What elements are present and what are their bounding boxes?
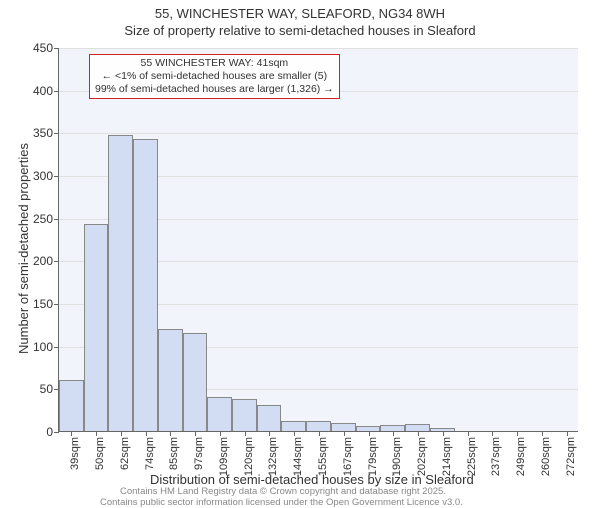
- xtick-mark: [418, 431, 419, 436]
- bar: [108, 135, 133, 431]
- xtick-mark: [294, 431, 295, 436]
- ytick-mark: [54, 347, 59, 348]
- bar: [183, 333, 208, 431]
- ytick-mark: [54, 304, 59, 305]
- chart-title-main: 55, WINCHESTER WAY, SLEAFORD, NG34 8WH: [0, 0, 600, 21]
- xtick-label: 74sqm: [144, 437, 156, 470]
- ytick-mark: [54, 48, 59, 49]
- xtick-label: 272sqm: [565, 437, 577, 476]
- y-axis-label: Number of semi-detached properties: [16, 143, 31, 354]
- xtick-label: 50sqm: [94, 437, 106, 470]
- xtick-mark: [170, 431, 171, 436]
- ytick-label: 300: [33, 169, 53, 183]
- xtick-label: 237sqm: [490, 437, 502, 476]
- xtick-mark: [220, 431, 221, 436]
- bar: [257, 405, 282, 431]
- ytick-mark: [54, 261, 59, 262]
- bar: [133, 139, 158, 431]
- xtick-mark: [542, 431, 543, 436]
- footer-line1: Contains HM Land Registry data © Crown c…: [120, 486, 446, 497]
- chart-title-sub: Size of property relative to semi-detach…: [0, 21, 600, 38]
- xtick-label: 260sqm: [540, 437, 552, 476]
- ytick-mark: [54, 432, 59, 433]
- xtick-mark: [245, 431, 246, 436]
- ytick-label: 150: [33, 297, 53, 311]
- xtick-label: 120sqm: [243, 437, 255, 476]
- xtick-label: 62sqm: [119, 437, 131, 470]
- xtick-mark: [269, 431, 270, 436]
- x-axis-label: Distribution of semi-detached houses by …: [150, 472, 474, 487]
- ytick-label: 350: [33, 126, 53, 140]
- xtick-mark: [195, 431, 196, 436]
- xtick-label: 249sqm: [515, 437, 527, 476]
- annotation-line3: 99% of semi-detached houses are larger (…: [95, 83, 334, 96]
- xtick-mark: [146, 431, 147, 436]
- annotation-box: 55 WINCHESTER WAY: 41sqm ← <1% of semi-d…: [89, 54, 340, 99]
- xtick-mark: [517, 431, 518, 436]
- chart-container: 55, WINCHESTER WAY, SLEAFORD, NG34 8WH S…: [0, 0, 600, 500]
- xtick-mark: [71, 431, 72, 436]
- xtick-label: 132sqm: [267, 437, 279, 476]
- bar: [207, 397, 232, 431]
- annotation-line1: 55 WINCHESTER WAY: 41sqm: [95, 57, 334, 70]
- ytick-mark: [54, 389, 59, 390]
- bars-group: [59, 48, 578, 431]
- xtick-mark: [344, 431, 345, 436]
- ytick-label: 450: [33, 41, 53, 55]
- bar: [59, 380, 84, 431]
- xtick-mark: [393, 431, 394, 436]
- bar: [405, 424, 430, 431]
- xtick-label: 97sqm: [193, 437, 205, 470]
- xtick-label: 179sqm: [367, 437, 379, 476]
- xtick-mark: [121, 431, 122, 436]
- ytick-mark: [54, 91, 59, 92]
- ytick-mark: [54, 133, 59, 134]
- ytick-label: 100: [33, 340, 53, 354]
- bar: [331, 423, 356, 431]
- xtick-mark: [567, 431, 568, 436]
- ytick-label: 200: [33, 254, 53, 268]
- bar: [281, 421, 306, 431]
- xtick-label: 155sqm: [317, 437, 329, 476]
- xtick-mark: [369, 431, 370, 436]
- xtick-mark: [492, 431, 493, 436]
- annotation-line2: ← <1% of semi-detached houses are smalle…: [95, 70, 334, 83]
- ytick-label: 50: [40, 382, 53, 396]
- bar: [84, 224, 109, 431]
- ytick-mark: [54, 219, 59, 220]
- xtick-label: 109sqm: [218, 437, 230, 476]
- xtick-label: 39sqm: [69, 437, 81, 470]
- xtick-label: 167sqm: [342, 437, 354, 476]
- ytick-label: 400: [33, 84, 53, 98]
- xtick-label: 190sqm: [391, 437, 403, 476]
- xtick-mark: [96, 431, 97, 436]
- bar: [232, 399, 257, 431]
- xtick-label: 202sqm: [416, 437, 428, 476]
- xtick-label: 214sqm: [441, 437, 453, 476]
- xtick-label: 85sqm: [168, 437, 180, 470]
- bar: [306, 421, 331, 431]
- plot-area: 55 WINCHESTER WAY: 41sqm ← <1% of semi-d…: [58, 48, 578, 432]
- xtick-label: 225sqm: [466, 437, 478, 476]
- bar: [158, 329, 183, 431]
- xtick-mark: [443, 431, 444, 436]
- xtick-mark: [468, 431, 469, 436]
- xtick-mark: [319, 431, 320, 436]
- ytick-label: 0: [46, 425, 53, 439]
- footer-line2: Contains public sector information licen…: [100, 497, 463, 508]
- ytick-label: 250: [33, 212, 53, 226]
- xtick-label: 144sqm: [292, 437, 304, 476]
- ytick-mark: [54, 176, 59, 177]
